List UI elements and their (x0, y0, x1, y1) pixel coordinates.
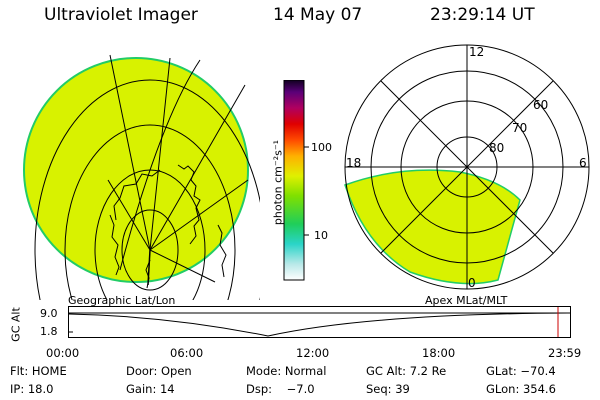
polar-grid (344, 44, 590, 290)
lat-lon-grid (34, 54, 260, 300)
mlt-label-18: 18 (346, 156, 362, 170)
altitude-min-label: 1.8 (40, 325, 58, 338)
instrument-title: Ultraviolet Imager (44, 5, 198, 25)
lat-label-70: 70 (512, 121, 528, 135)
time-tick-0600: 06:00 (170, 346, 204, 360)
info-seq: Seq: 39 (366, 382, 410, 396)
date-label: 14 May 07 (273, 5, 363, 25)
colorbar-tick-10: 10 (314, 229, 328, 242)
colorbar (283, 80, 309, 281)
altitude-curve (68, 312, 569, 337)
time-tick-1200: 12:00 (296, 346, 330, 360)
mlt-label-6: 6 (579, 156, 587, 170)
info-glat: GLat: −70.4 (486, 364, 556, 378)
subsatellite-marker (147, 249, 151, 286)
lat-label-60: 60 (533, 98, 549, 112)
time-tick-1800: 18:00 (422, 346, 456, 360)
altitude-axis-label: GC Alt (9, 307, 23, 342)
info-flt: Flt: HOME (10, 364, 67, 378)
coord-label-apex: Apex MLat/MLT (425, 294, 508, 307)
geographic-image (23, 54, 260, 300)
time-label: 23:29:14 UT (430, 5, 535, 25)
info-glon: GLon: 354.6 (486, 382, 556, 396)
time-tick-2359: 23:59 (548, 346, 582, 360)
info-ip: IP: 18.0 (10, 382, 54, 396)
polar-plot (344, 44, 590, 290)
altitude-max-label: 9.0 (40, 307, 58, 320)
time-tick-0000: 00:00 (46, 346, 80, 360)
altitude-plot (68, 306, 571, 338)
info-door: Door: Open (126, 364, 192, 378)
info-gain: Gain: 14 (126, 382, 175, 396)
mlt-label-12: 12 (469, 45, 485, 59)
mlt-label-0: 0 (468, 276, 476, 290)
aurora-oval (344, 169, 521, 285)
aurora-disk (23, 57, 249, 283)
info-mode: Mode: Normal (246, 364, 327, 378)
info-dsp: Dsp: −7.0 (246, 382, 315, 396)
info-gc-alt: GC Alt: 7.2 Re (366, 364, 447, 378)
coord-label-geographic: Geographic Lat/Lon (68, 294, 176, 307)
lat-label-80: 80 (489, 141, 505, 155)
colorbar-tick-100: 100 (311, 141, 332, 154)
colorbar-unit-label: photon cm⁻²s⁻¹ (271, 139, 285, 226)
